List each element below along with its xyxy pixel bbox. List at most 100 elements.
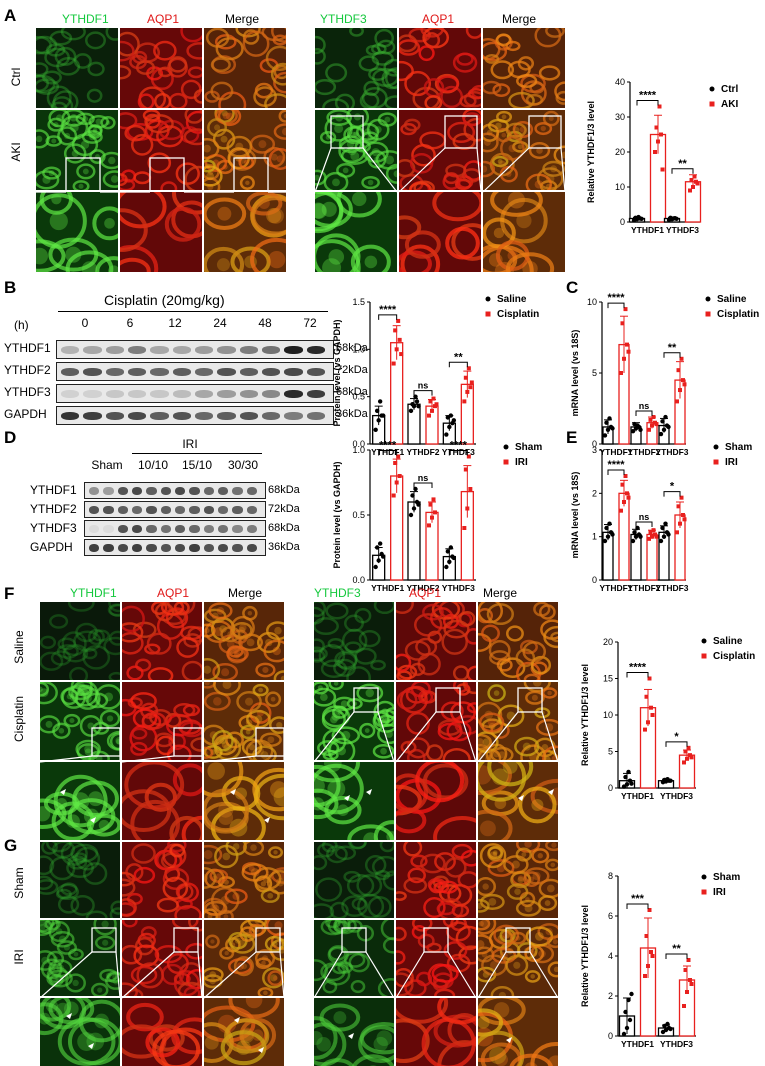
data-point — [686, 958, 691, 962]
data-point — [647, 427, 651, 432]
data-point — [661, 427, 667, 432]
data-point — [683, 968, 688, 972]
data-point — [377, 541, 383, 546]
data-point — [430, 515, 434, 520]
x-tick-label: YTHDF2 — [406, 583, 439, 593]
blot-band — [203, 543, 214, 552]
blot-band — [83, 411, 102, 420]
blot-band — [103, 543, 114, 552]
y-tick-label: 0.5 — [352, 510, 365, 520]
blot-band — [83, 345, 102, 354]
data-point — [692, 174, 697, 179]
data-point — [465, 389, 470, 394]
f-col-label-ythdf1: YTHDF1 — [70, 586, 117, 600]
significance-bracket — [626, 672, 649, 678]
y-tick-label: 2 — [592, 488, 597, 498]
data-point — [396, 318, 401, 323]
bar-chart-svg: 0 5 10 mRNA level (vs 18S) **** YTHDF1 ns YTHDF… — [570, 292, 759, 457]
data-point — [623, 474, 628, 478]
f-col-label-ythdf3: YTHDF3 — [314, 586, 361, 600]
data-point — [676, 504, 681, 509]
blot-strip — [56, 362, 334, 381]
blot-kda-label: 68kDa — [268, 522, 300, 534]
significance-label: ** — [668, 342, 677, 354]
significance-bracket — [607, 302, 625, 309]
y-tick-label: 0 — [592, 439, 597, 449]
a-image-grid-left — [36, 28, 286, 277]
y-tick-label: 4 — [608, 951, 613, 961]
blot-band — [132, 505, 143, 514]
data-point — [451, 555, 457, 561]
legend-marker — [503, 459, 509, 465]
chart-a: 0 10 20 30 40 Relative YTHDF1/3 level **** YTHD… — [578, 62, 763, 244]
data-point — [654, 125, 659, 130]
b-hour-label: (h) — [14, 318, 29, 332]
blot-group-underline — [58, 311, 328, 312]
legend-marker — [701, 638, 707, 644]
data-point — [685, 990, 689, 994]
x-tick-label: YTHDF1 — [631, 225, 664, 235]
g-image-grid-right — [313, 842, 559, 1066]
blot-band — [105, 345, 124, 354]
data-point — [416, 502, 421, 507]
data-point — [649, 950, 653, 954]
data-point — [682, 1004, 686, 1008]
significance-bracket — [635, 521, 653, 527]
y-tick-label: 10 — [603, 710, 613, 720]
f-image-grid-right — [313, 602, 559, 845]
significance-label: ns — [639, 401, 650, 411]
blot-band — [150, 345, 169, 354]
data-point — [626, 997, 631, 1003]
blot-band — [89, 543, 100, 552]
blot-band — [89, 486, 100, 495]
x-tick-label: YTHDF3 — [655, 447, 688, 457]
data-point — [607, 416, 612, 421]
data-point — [681, 378, 685, 383]
blot-lane-label: 15/10 — [181, 458, 213, 472]
data-point — [396, 454, 401, 459]
blot-band — [306, 367, 325, 376]
y-axis-label: mRNA level (vs 18S) — [570, 472, 580, 559]
data-point — [626, 769, 631, 775]
significance-bracket — [663, 352, 681, 358]
bar — [618, 492, 630, 581]
legend-marker — [709, 101, 715, 107]
bar — [646, 533, 658, 581]
blot-band — [105, 389, 124, 398]
x-tick-label: YTHDF2 — [627, 447, 660, 457]
legend-marker — [705, 296, 711, 302]
blot-kda-label: 72kDa — [268, 503, 300, 515]
blot-band — [175, 486, 186, 495]
data-point — [668, 1026, 673, 1032]
blot-band — [217, 345, 236, 354]
significance-label: *** — [631, 893, 645, 905]
data-point — [688, 753, 692, 758]
significance-label: **** — [607, 459, 625, 471]
blot-group-underline — [132, 453, 262, 454]
significance-label: ** — [454, 351, 463, 363]
blot-band — [218, 524, 229, 533]
data-point — [648, 417, 653, 422]
blot-band — [203, 524, 214, 533]
x-tick-label: YTHDF3 — [442, 447, 475, 457]
data-point — [627, 1017, 633, 1023]
bar-chart-svg: 0 1 2 3 mRNA level (vs 18S) **** YTHDF1 ns YTHDF… — [570, 442, 752, 593]
x-tick-label: YTHDF3 — [655, 583, 688, 593]
blot-band — [203, 486, 214, 495]
data-point — [644, 934, 649, 938]
data-point — [646, 720, 650, 725]
a-col-label-merge-right: Merge — [502, 12, 537, 26]
significance-bracket — [607, 469, 625, 475]
panel-letter-c: C — [566, 278, 579, 297]
data-point — [659, 132, 663, 137]
data-point — [374, 408, 380, 414]
micrograph-grid — [314, 28, 566, 272]
legend-marker — [485, 311, 491, 317]
y-tick-label: 0 — [608, 1031, 613, 1041]
blot-kda-label: 36kDa — [336, 408, 368, 420]
blot-band — [89, 505, 100, 514]
data-point — [695, 181, 700, 186]
data-point — [621, 1031, 627, 1037]
blot-band — [189, 486, 200, 495]
x-tick-label: YTHDF1 — [621, 1039, 654, 1049]
